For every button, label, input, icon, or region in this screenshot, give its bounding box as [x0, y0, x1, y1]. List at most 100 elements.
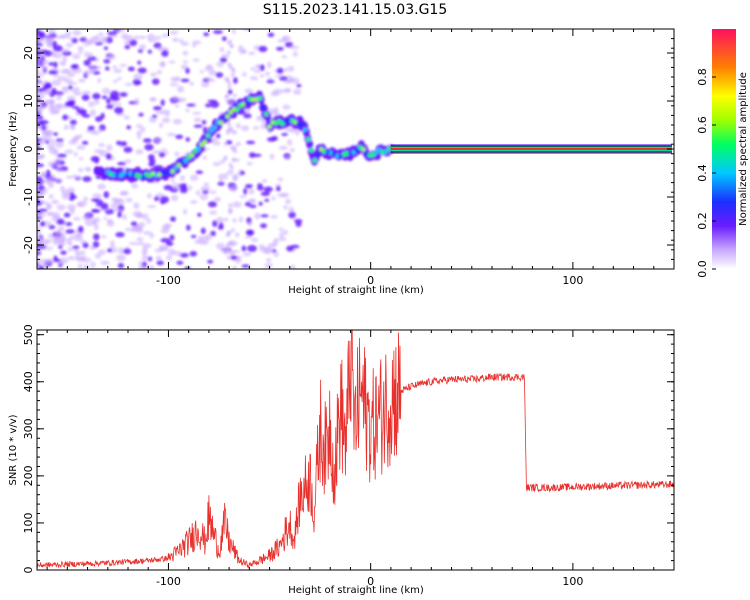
noise-blob — [137, 67, 147, 74]
noise-blob — [128, 241, 139, 246]
noise-blob — [79, 106, 84, 111]
noise-blob — [158, 122, 164, 128]
noise-blob — [256, 185, 264, 191]
noise-blob — [37, 230, 41, 235]
track-blob — [335, 153, 340, 159]
noise-blob — [186, 103, 196, 107]
noise-blob — [216, 216, 225, 224]
noise-blob — [37, 68, 41, 75]
snr-xtick-label: -100 — [156, 575, 181, 588]
noise-blob — [172, 37, 179, 43]
snr-ytick-label: 200 — [22, 465, 35, 486]
noise-blob — [92, 65, 102, 70]
noise-blob — [153, 106, 162, 111]
noise-blob — [246, 161, 253, 166]
track-blob — [163, 171, 169, 176]
noise-blob — [113, 208, 123, 212]
noise-blob — [179, 252, 189, 258]
snr-ytick-label: 500 — [22, 324, 35, 345]
noise-blob — [288, 206, 295, 213]
track-blob — [176, 163, 182, 168]
noise-blob — [144, 144, 154, 151]
spectrogram-ytick-label: 10 — [22, 94, 35, 108]
noise-blob — [115, 232, 125, 238]
track-blob — [357, 145, 363, 150]
frequency-track-early — [94, 90, 394, 183]
noise-blob — [242, 71, 247, 77]
noise-blob — [260, 73, 265, 78]
noise-blob — [160, 200, 166, 205]
track-blob — [319, 147, 324, 152]
noise-blob — [56, 218, 65, 225]
noise-blob — [186, 224, 191, 231]
noise-blob — [246, 140, 256, 145]
track-blob — [277, 119, 282, 124]
noise-blob — [252, 126, 260, 130]
noise-blob — [84, 51, 90, 58]
colorbar-label: Normalized spectral amplitude — [738, 72, 749, 226]
noise-blob — [71, 67, 82, 74]
noise-blob — [101, 36, 109, 41]
noise-blob — [228, 240, 233, 245]
noise-blob — [160, 99, 165, 107]
track-blob — [270, 120, 275, 125]
noise-blob — [38, 31, 46, 39]
colorbar-tick-label: 0.2 — [696, 212, 709, 230]
noise-blob — [244, 201, 252, 207]
noise-blob — [208, 70, 218, 76]
noise-blob — [92, 92, 101, 100]
noise-blob — [180, 41, 189, 46]
noise-blob — [223, 155, 228, 160]
noise-blob — [221, 36, 227, 42]
noise-blob — [142, 261, 147, 267]
noise-blob — [260, 223, 267, 229]
noise-blob — [50, 138, 55, 145]
noise-blob — [83, 59, 91, 66]
noise-blob — [230, 187, 235, 192]
noise-blob — [82, 214, 92, 221]
noise-blob — [82, 176, 92, 182]
noise-blob — [60, 250, 67, 255]
noise-blob — [219, 159, 225, 164]
noise-blob — [255, 117, 263, 121]
noise-blob — [84, 219, 95, 227]
noise-blob — [278, 237, 287, 242]
noise-blob — [202, 155, 207, 160]
noise-blob — [271, 196, 276, 201]
track-blob — [147, 173, 153, 178]
noise-blob — [47, 143, 55, 150]
noise-blob — [154, 35, 162, 41]
noise-blob — [263, 186, 273, 193]
noise-blob — [105, 54, 114, 60]
noise-blob — [46, 212, 53, 217]
noise-blob — [238, 49, 247, 55]
noise-blob — [56, 161, 62, 165]
track-blob — [105, 169, 110, 175]
noise-blob — [208, 210, 218, 215]
noise-blob — [156, 46, 167, 50]
noise-blob — [72, 53, 81, 60]
noise-blob — [208, 78, 216, 82]
noise-blob — [113, 102, 122, 106]
noise-blob — [78, 157, 84, 161]
noise-blob — [282, 104, 291, 110]
noise-blob — [37, 196, 40, 202]
noise-blob — [81, 140, 89, 145]
noise-blob — [37, 61, 42, 68]
noise-blob — [76, 202, 84, 208]
noise-blob — [207, 259, 214, 264]
noise-blob — [190, 174, 199, 182]
noise-blob — [227, 89, 233, 95]
noise-blob — [37, 111, 40, 116]
noise-blob — [71, 174, 79, 179]
noise-blob — [68, 85, 73, 90]
noise-blob — [185, 108, 190, 113]
noise-blob — [192, 111, 202, 115]
noise-blob — [189, 251, 198, 257]
noise-blob — [277, 177, 284, 182]
noise-blob — [82, 39, 92, 47]
noise-blob — [165, 241, 174, 247]
track-blob — [306, 137, 311, 142]
noise-blob — [293, 88, 302, 95]
